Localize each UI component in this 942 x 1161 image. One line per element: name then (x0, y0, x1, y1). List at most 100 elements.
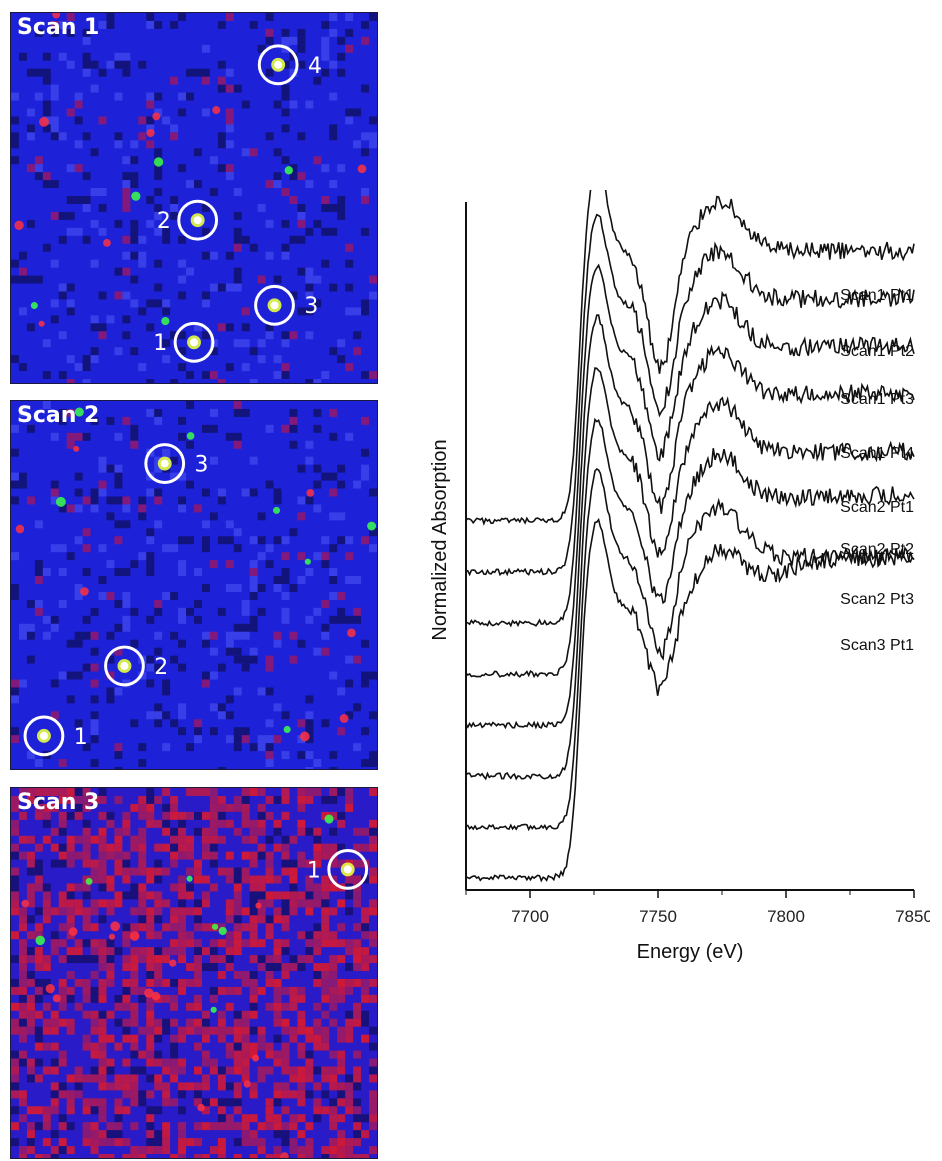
map-pixel (34, 92, 43, 101)
map-pixel (98, 1018, 107, 1027)
map-pixel (106, 20, 115, 29)
map-pixel (233, 875, 242, 884)
map-pixel (353, 1050, 362, 1059)
map-pixel (281, 1050, 290, 1059)
map-pixel (297, 639, 306, 648)
map-pixel (194, 68, 202, 77)
map-pixel (130, 607, 139, 616)
map-title-scan1: Scan 1 (17, 15, 100, 40)
map-pixel (369, 843, 377, 852)
map-pixel (329, 591, 338, 600)
map-pixel (217, 986, 226, 995)
map-pixel (114, 1138, 123, 1147)
map-pixel (209, 188, 218, 197)
map-pixel (74, 584, 83, 592)
map-pixel (162, 827, 171, 836)
map-pixel (209, 947, 218, 956)
map-pixel (329, 472, 338, 481)
map-pixel (130, 867, 139, 876)
map-pixel (138, 251, 147, 260)
map-pixel (321, 939, 330, 948)
map-pixel (170, 196, 179, 204)
map-pixel (337, 899, 346, 908)
map-pixel (26, 947, 35, 956)
map-pixel (233, 947, 242, 956)
map-pixel (42, 811, 51, 820)
map-pixel (162, 1130, 171, 1139)
map-pixel (98, 843, 107, 852)
map-pixel (186, 1138, 194, 1147)
map-pixel (146, 679, 155, 688)
map-pixel (321, 20, 330, 29)
map-pixel (289, 891, 298, 900)
map-pixel (26, 955, 35, 964)
map-pixel (130, 1042, 139, 1051)
map-pixel (297, 719, 306, 728)
map-pixel (26, 971, 35, 979)
map-pixel (34, 1058, 43, 1067)
map-pixel (194, 907, 202, 916)
map-pixel (297, 986, 306, 995)
map-pixel (170, 379, 179, 383)
map-pixel (178, 711, 187, 720)
map-pixel (154, 488, 163, 497)
map-pixel (361, 448, 370, 457)
map-pixel (249, 591, 258, 600)
map-pixel (146, 795, 155, 804)
map-pixel (162, 743, 171, 752)
map-pixel (130, 1034, 139, 1043)
map-pixel (289, 1114, 298, 1123)
map-pixel (138, 851, 147, 860)
map-pixel (321, 1106, 330, 1115)
map-pixel (154, 520, 163, 529)
map-hotspot (73, 445, 80, 452)
map-pixel (106, 939, 115, 948)
map-pixel (217, 488, 226, 497)
map-pixel (329, 1098, 338, 1107)
map-pixel (146, 408, 155, 417)
map-pixel (170, 1034, 179, 1043)
map-pixel (98, 1114, 107, 1123)
map-pixel (233, 275, 242, 284)
map-pixel (289, 52, 298, 61)
map-pixel (178, 331, 187, 340)
map-pixel (281, 788, 290, 796)
map-pixel (146, 560, 155, 569)
map-pixel (209, 156, 218, 165)
map-pixel (26, 68, 35, 77)
map-pixel (241, 735, 250, 744)
map-pixel (289, 331, 298, 340)
map-pixel (178, 1138, 187, 1147)
map-pixel (257, 1034, 266, 1043)
map-pixel (321, 1074, 330, 1083)
map-pixel (305, 1026, 314, 1035)
map-pixel (18, 1098, 27, 1107)
map-pixel (281, 363, 290, 372)
map-pixel (217, 496, 226, 505)
map-pixel (217, 819, 226, 828)
map-pixel (321, 536, 330, 545)
map-pixel (66, 955, 75, 964)
map-pixel (281, 907, 290, 916)
map-pixel (233, 1082, 242, 1091)
map-pixel (50, 1154, 59, 1158)
map-pixel (353, 1138, 362, 1147)
map-pixel (170, 456, 179, 465)
map-pixel (26, 275, 35, 284)
map-pixel (130, 1154, 139, 1158)
map-pixel (361, 759, 370, 768)
map-pixel (297, 267, 306, 276)
series-line (465, 367, 915, 730)
map-pixel (146, 1138, 155, 1147)
map-pixel (297, 464, 306, 473)
map-pixel (321, 719, 330, 728)
map-pixel (146, 811, 155, 820)
point-hotspot-core (343, 865, 352, 874)
map-pixel (289, 164, 298, 173)
map-pixel (369, 140, 377, 149)
map-pixel (106, 947, 115, 956)
map-pixel (50, 788, 59, 796)
point-hotspot-core (270, 301, 279, 310)
map-pixel (146, 1018, 155, 1027)
